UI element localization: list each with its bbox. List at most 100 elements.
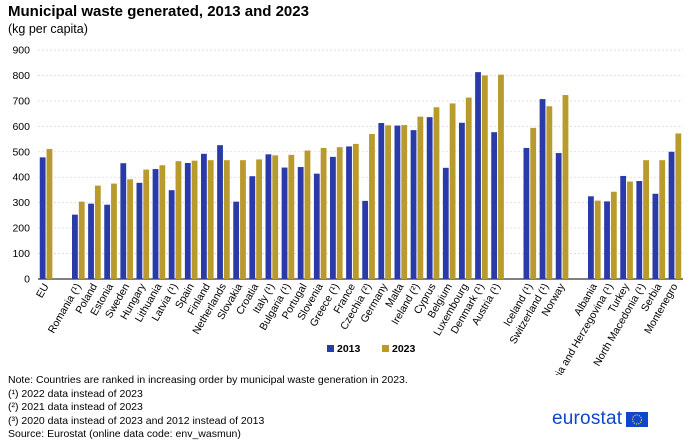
bar-2013 xyxy=(217,145,223,279)
bar-2023 xyxy=(675,133,682,279)
bar-2023 xyxy=(627,181,633,279)
bar-2013 xyxy=(459,122,465,279)
bar-2023 xyxy=(78,201,85,279)
bar-2013 xyxy=(88,203,94,279)
bar-2013 xyxy=(201,153,207,279)
bar-2013 xyxy=(426,117,433,279)
bar-2013 xyxy=(249,176,256,279)
bar-2023 xyxy=(46,148,53,279)
bar-2013 xyxy=(652,193,659,279)
bar-2013 xyxy=(636,181,643,279)
bars xyxy=(39,72,682,280)
bar-2013 xyxy=(410,130,417,279)
bar-2013 xyxy=(555,153,562,279)
bar-2023 xyxy=(385,125,391,279)
bar-2013 xyxy=(168,190,175,279)
bar-2023 xyxy=(417,116,424,279)
bar-2023 xyxy=(562,95,569,279)
bar-2023 xyxy=(369,133,375,279)
y-tick-label: 0 xyxy=(24,274,30,286)
y-tick-label: 700 xyxy=(12,95,30,107)
bar-2023 xyxy=(143,169,150,279)
eurostat-logo: eurostat xyxy=(552,408,649,430)
chart-subtitle: (kg per capita) xyxy=(8,22,88,36)
bar-2013 xyxy=(475,72,481,280)
bar-2013 xyxy=(668,151,675,279)
bar-2013 xyxy=(346,146,352,279)
bar-2023 xyxy=(288,154,295,279)
bar-2023 xyxy=(191,160,198,279)
bar-2013 xyxy=(39,157,46,279)
bar-2013 xyxy=(281,167,288,279)
bar-2023 xyxy=(207,160,214,279)
bar-2023 xyxy=(256,159,262,279)
legend-label-2013: 2013 xyxy=(337,343,361,355)
bar-2013 xyxy=(378,123,385,279)
bar-2023 xyxy=(111,183,117,279)
bar-2013 xyxy=(136,182,143,279)
note-3: (³) 2020 data instead of 2023 and 2012 i… xyxy=(8,414,265,427)
bar-2013 xyxy=(523,147,530,279)
legend-label-2023: 2023 xyxy=(392,343,416,355)
bar-2023 xyxy=(320,147,327,279)
y-tick-label: 900 xyxy=(12,45,30,57)
y-tick-label: 400 xyxy=(12,172,30,184)
bar-2023 xyxy=(498,74,504,279)
bar-2013 xyxy=(313,173,320,279)
bar-2023 xyxy=(336,147,343,279)
bar-2013 xyxy=(120,163,127,279)
bar-2023 xyxy=(659,160,666,279)
y-tick-label: 100 xyxy=(12,248,30,260)
bar-2013 xyxy=(152,169,159,279)
logo-text: eurostat xyxy=(552,408,623,429)
bar-2023 xyxy=(530,127,537,279)
bar-2023 xyxy=(240,160,246,279)
bar-2023 xyxy=(352,143,359,279)
bar-2023 xyxy=(94,185,101,279)
bar-2013 xyxy=(491,132,498,279)
bar-2023 xyxy=(481,75,488,279)
x-tick-label: EU xyxy=(34,282,52,301)
bar-2023 xyxy=(272,155,279,279)
legend-swatch-2013 xyxy=(327,345,334,352)
legend: 2013 2023 xyxy=(327,343,416,355)
bar-2013 xyxy=(604,201,610,279)
footnotes: Note: Countries are ranked in increasing… xyxy=(8,374,408,442)
bar-2023 xyxy=(127,179,133,279)
bar-2013 xyxy=(539,99,546,279)
bar-2023 xyxy=(175,161,182,279)
y-tick-label: 200 xyxy=(12,223,30,235)
y-tick-label: 600 xyxy=(12,121,30,133)
bar-2023 xyxy=(546,106,553,279)
bar-2023 xyxy=(159,165,166,279)
bar-2023 xyxy=(594,200,601,279)
bar-2013 xyxy=(620,175,627,279)
bar-2023 xyxy=(465,97,472,279)
note-ranking: Note: Countries are ranked in increasing… xyxy=(8,374,408,386)
legend-swatch-2023 xyxy=(382,345,389,352)
bar-2023 xyxy=(433,107,440,279)
bar-2023 xyxy=(304,150,311,279)
y-axis: 0 100 200 300 400 500 600 700 800 900 xyxy=(12,45,30,286)
y-tick-label: 300 xyxy=(12,197,30,209)
note-2: (²) 2021 data instead of 2023 xyxy=(8,401,143,414)
bar-2013 xyxy=(72,214,78,279)
bar-2013 xyxy=(265,154,272,279)
note-1: (¹) 2022 data instead of 2023 xyxy=(8,387,143,400)
bar-2023 xyxy=(223,160,230,279)
bar-2023 xyxy=(401,125,408,279)
grid-lines xyxy=(38,49,683,280)
bar-2013 xyxy=(330,156,336,279)
bar-2013 xyxy=(184,162,191,279)
bar-2023 xyxy=(643,160,649,279)
bar-2013 xyxy=(297,167,304,279)
source-note: Source: Eurostat (online data code: env_… xyxy=(8,428,241,441)
chart-title: Municipal waste generated, 2013 and 2023 xyxy=(8,3,309,20)
eu-flag-icon xyxy=(626,411,649,427)
bar-2013 xyxy=(394,125,401,279)
bar-2023 xyxy=(610,191,617,279)
bar-2013 xyxy=(442,167,449,279)
bar-2013 xyxy=(588,196,594,279)
